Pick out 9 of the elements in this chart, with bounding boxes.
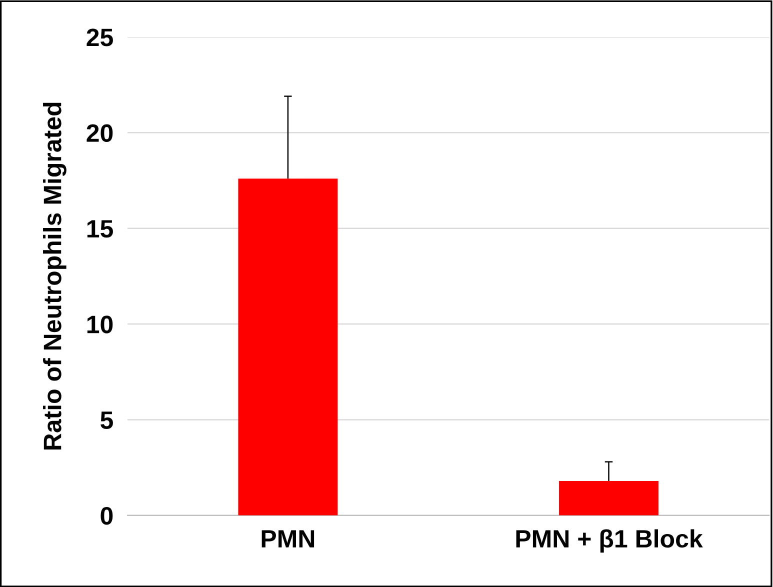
y-axis-title: Ratio of Neutrophils Migrated [42,102,66,450]
y-tick-label: 25 [86,28,113,46]
x-tick-label: PMN [262,530,314,548]
y-tick-label: 5 [100,412,113,430]
x-tick-label: PMN + β1 Block [516,529,703,553]
y-tick-label: 20 [86,124,113,142]
y-tick-label: 10 [87,316,113,334]
y-tick-label: 0 [100,506,113,525]
y-tick-label: 15 [87,220,113,238]
